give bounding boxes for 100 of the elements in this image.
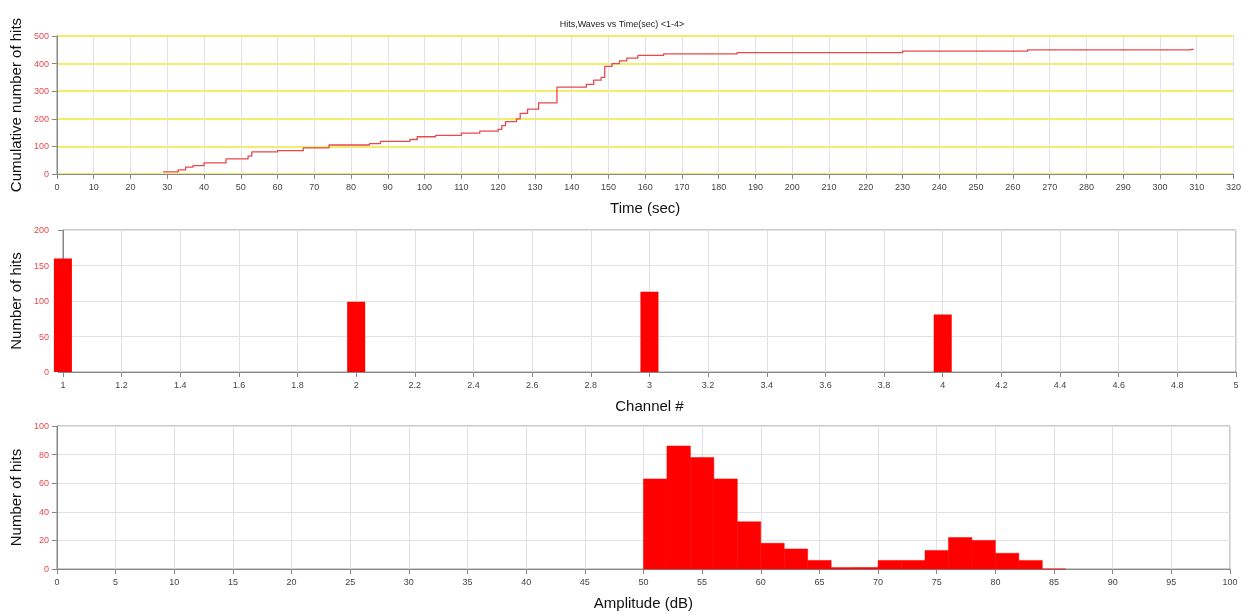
y-tick-label: 100 [33,296,49,306]
y-tick-label: 400 [33,58,49,69]
y-tick-label: 300 [33,86,49,97]
x-tick-label: 4.6 [1112,379,1125,390]
x-tick-label: 35 [462,576,473,587]
x-tick-label: 10 [88,181,99,192]
y-tick-label: 80 [38,449,49,460]
x-tick-label: 290 [1115,181,1131,192]
x-tick-label: 140 [564,181,580,192]
x-tick-label: 1.8 [291,379,304,390]
x-tick-label: 60 [272,181,283,192]
x-tick-label: 1.6 [232,379,246,390]
x-tick-label: 2.8 [584,379,598,390]
x-tick-label: 2.4 [467,379,480,390]
y-tick-label: 0 [43,564,49,574]
x-tick-label: 2 [353,379,359,390]
x-tick-label: 100 [1222,576,1238,587]
x-tick-label: 220 [858,181,874,192]
bar [933,314,952,372]
x-tick-label: 50 [638,576,649,587]
x-tick-label: 1 [60,379,66,390]
x-tick-label: 4.2 [995,379,1008,390]
x-tick-label: 2.2 [408,379,422,390]
x-tick-label: 110 [454,181,469,192]
y-tick-label: 200 [33,225,49,235]
x-tick-label: 30 [162,181,173,192]
x-tick-label: 5 [1233,379,1239,390]
x-tick-label: 40 [521,576,532,587]
x-tick-label: 1.4 [173,379,187,390]
x-tick-label: 3.8 [877,379,891,390]
x-tick-label: 210 [821,181,837,192]
x-axis-title: Amplitude (dB) [593,594,694,611]
y-tick-label: 200 [33,113,49,124]
y-tick-label: 40 [38,506,49,517]
x-tick-label: 45 [579,576,590,587]
x-tick-label: 30 [403,576,414,587]
x-tick-label: 150 [600,181,616,192]
x-tick-label: 60 [755,576,766,587]
x-tick-label: 5 [113,576,119,587]
x-tick-label: 320 [1225,181,1242,192]
x-tick-label: 55 [697,576,708,587]
x-tick-label: 25 [345,576,356,587]
x-tick-label: 3.2 [701,379,715,390]
y-tick-label: 100 [33,141,49,152]
y-tick-label: 60 [38,478,49,489]
x-tick-label: 65 [814,576,825,587]
x-tick-label: 4.8 [1171,379,1184,390]
y-tick-label: 500 [33,31,49,41]
x-tick-label: 20 [286,576,297,587]
x-axis-title: Time (sec) [610,199,681,216]
x-tick-label: 130 [527,181,543,192]
x-tick-label: 170 [674,181,690,192]
x-tick-label: 95 [1166,576,1177,587]
x-tick-label: 75 [931,576,942,587]
bar [640,291,659,372]
x-tick-label: 280 [1078,181,1094,192]
x-tick-label: 85 [1049,576,1060,587]
bar [53,258,72,372]
x-tick-label: 260 [1005,181,1021,192]
y-tick-label: 100 [33,421,49,431]
x-tick-label: 240 [931,181,947,192]
x-tick-label: 310 [1189,181,1205,192]
x-tick-label: 270 [1042,181,1058,192]
x-tick-label: 50 [235,181,246,192]
x-tick-label: 300 [1152,181,1168,192]
x-tick-label: 40 [198,181,209,192]
x-tick-label: 20 [125,181,136,192]
x-tick-label: 3 [646,379,652,390]
x-tick-label: 230 [895,181,911,192]
y-tick-label: 0 [43,367,49,377]
x-tick-label: 1.2 [115,379,128,390]
x-tick-label: 190 [747,181,764,192]
x-tick-label: 100 [417,181,433,192]
y-axis-title: Number of hits [7,448,24,547]
bar [347,301,366,372]
x-tick-label: 0 [54,576,60,587]
x-tick-label: 120 [490,181,506,192]
x-tick-label: 3.4 [760,379,774,390]
x-tick-label: 3.6 [819,379,832,390]
y-tick-label: 50 [38,331,49,342]
x-tick-label: 70 [309,181,320,192]
x-tick-label: 2.6 [525,379,539,390]
x-tick-label: 15 [227,576,238,587]
x-tick-label: 80 [346,181,357,192]
x-tick-label: 80 [990,576,1001,587]
x-axis-title: Channel # [615,397,685,414]
y-tick-label: 20 [38,535,49,546]
x-tick-label: 4.4 [1053,379,1067,390]
x-tick-label: 200 [784,181,800,192]
x-tick-label: 250 [968,181,984,192]
x-tick-label: 10 [169,576,180,587]
y-tick-label: 0 [43,169,49,179]
x-tick-label: 160 [637,181,653,192]
chart-title: Hits,Waves vs Time(sec) <1-4> [559,18,685,29]
x-tick-label: 4 [940,379,946,390]
y-axis-title: Number of hits [7,252,24,350]
x-tick-label: 0 [54,181,60,192]
x-tick-label: 90 [1107,576,1118,587]
x-tick-label: 90 [382,181,393,192]
y-tick-label: 150 [33,260,49,271]
